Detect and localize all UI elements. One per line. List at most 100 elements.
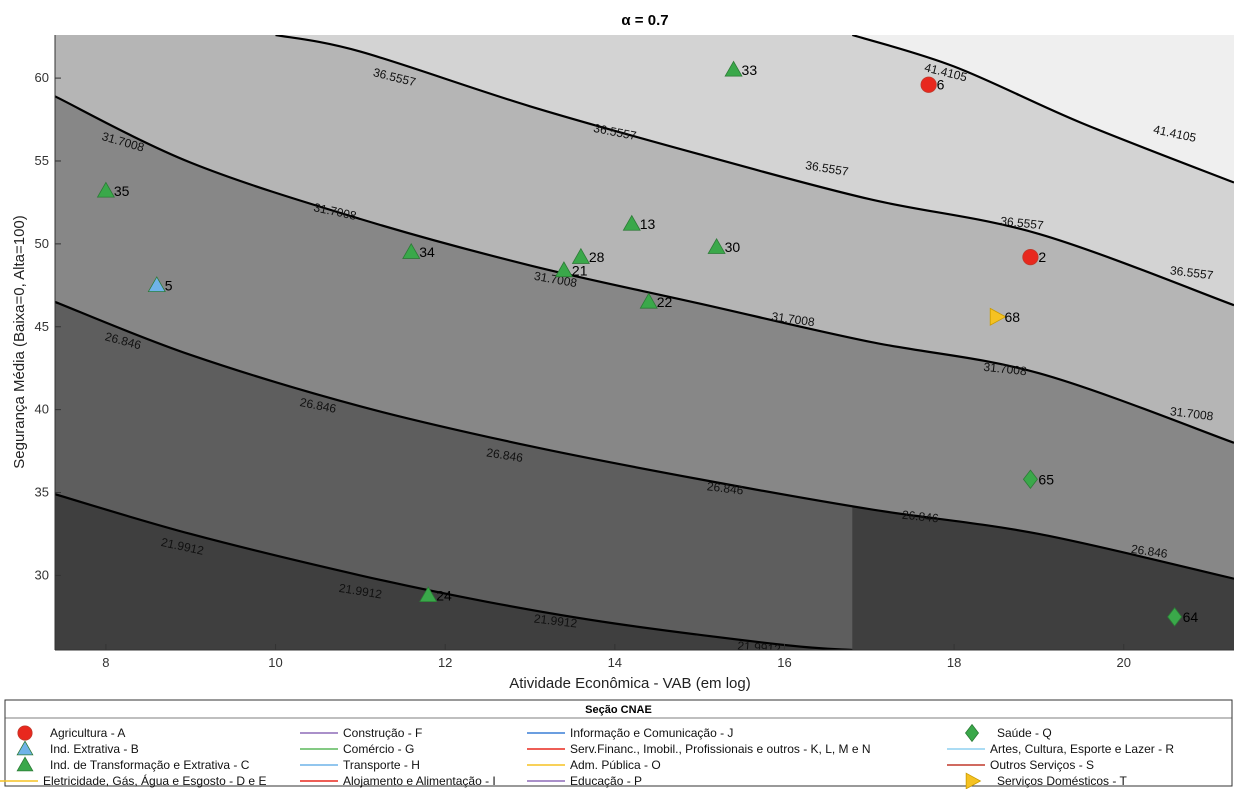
data-point-marker bbox=[1022, 469, 1038, 490]
contour-label: 31.7008 bbox=[771, 309, 816, 329]
contour-label: 36.5557 bbox=[804, 158, 849, 179]
y-tick-label: 50 bbox=[35, 236, 49, 251]
x-tick-label: 10 bbox=[268, 655, 282, 670]
y-tick-label: 45 bbox=[35, 319, 49, 334]
data-point-label: 68 bbox=[1005, 309, 1021, 325]
x-tick-label: 14 bbox=[608, 655, 622, 670]
data-point-label: 64 bbox=[1183, 609, 1199, 625]
legend-label: Artes, Cultura, Esporte e Lazer - R bbox=[990, 742, 1174, 756]
legend-label: Construção - F bbox=[343, 726, 422, 740]
contour-label: 36.5557 bbox=[1000, 214, 1045, 232]
legend-label: Transporte - H bbox=[343, 758, 420, 772]
contour-line bbox=[55, 95, 1234, 444]
legend-title: Seção CNAE bbox=[585, 704, 652, 716]
contour-label: 31.7008 bbox=[983, 360, 1028, 378]
y-tick-label: 30 bbox=[35, 567, 49, 582]
legend-label: Informação e Comunicação - J bbox=[570, 726, 733, 740]
data-point-marker bbox=[1022, 249, 1039, 266]
axes: 8 10 12 14 16 18 20 30 35 40 45 50 55 60 bbox=[35, 35, 1234, 670]
data-point-marker bbox=[554, 261, 574, 278]
legend-label: Serv.Financ., Imobil., Profissionais e o… bbox=[570, 742, 871, 756]
chart-title: α = 0.7 bbox=[621, 12, 668, 29]
y-tick-label: 35 bbox=[35, 485, 49, 500]
legend-entries: Agricultura - A Ind. Extrativa - B Ind. de… bbox=[0, 723, 1174, 789]
legend-label: Alojamento e Alimentação - I bbox=[343, 774, 496, 788]
legend-entry: Transporte - H bbox=[300, 758, 420, 772]
data-point-marker bbox=[147, 276, 166, 293]
y-tick-label: 40 bbox=[35, 402, 49, 417]
data-point-marker bbox=[419, 586, 438, 602]
legend-label: Outros Serviços - S bbox=[990, 758, 1094, 772]
contour-label: 26.846 bbox=[485, 445, 524, 465]
legend-label: Comércio - G bbox=[343, 742, 414, 756]
x-tick-label: 8 bbox=[102, 655, 109, 670]
legend-label: Eletricidade, Gás, Água e Esgosto - D e … bbox=[43, 773, 266, 788]
data-point-label: 30 bbox=[725, 239, 741, 255]
data-point-label: 21 bbox=[572, 262, 588, 278]
contour-line bbox=[55, 493, 853, 650]
legend-entry: Saúde - Q bbox=[964, 723, 1052, 743]
legend-box bbox=[4, 699, 1233, 787]
data-point-label: 65 bbox=[1038, 471, 1054, 487]
legend-label: Saúde - Q bbox=[997, 726, 1052, 740]
band-fill bbox=[55, 35, 1234, 306]
legend-entry: Adm. Pública - O bbox=[527, 758, 661, 772]
contour-label: 21.9912 bbox=[338, 581, 383, 602]
x-tick-label: 20 bbox=[1116, 655, 1130, 670]
band-fill bbox=[55, 35, 1234, 183]
legend-entry: Comércio - G bbox=[300, 742, 414, 756]
contour-label: 21.9912 bbox=[533, 611, 578, 630]
legend-marker-symbol bbox=[964, 723, 980, 743]
data-point-marker bbox=[622, 214, 641, 231]
x-tick-label: 12 bbox=[438, 655, 452, 670]
legend-entry: Artes, Cultura, Esporte e Lazer - R bbox=[947, 742, 1174, 756]
legend-entry: Ind. de Transformação e Extrativa - C bbox=[16, 756, 250, 772]
legend-entry: Serviços Domésticos - T bbox=[965, 772, 1127, 789]
contour-line bbox=[55, 300, 1234, 580]
legend-entry: Ind. Extrativa - B bbox=[16, 740, 139, 756]
data-point-marker bbox=[571, 247, 590, 264]
legend-marker-symbol bbox=[16, 740, 34, 756]
contour-label: 26.846 bbox=[299, 395, 338, 416]
legend-marker-symbol bbox=[17, 725, 33, 741]
legend-entry: Construção - F bbox=[300, 726, 422, 740]
data-point-label: 28 bbox=[589, 249, 605, 265]
legend-label: Ind. de Transformação e Extrativa - C bbox=[50, 758, 250, 772]
data-point-marker bbox=[989, 307, 1007, 326]
data-point-label: 5 bbox=[165, 277, 173, 293]
data-point-label: 35 bbox=[114, 183, 130, 199]
x-axis-title: Atividade Econômica - VAB (em log) bbox=[509, 675, 751, 692]
legend-entry: Agricultura - A bbox=[17, 725, 125, 741]
legend-entry: Alojamento e Alimentação - I bbox=[300, 774, 496, 788]
contour-label: 21.9912 bbox=[737, 639, 782, 657]
contour-label: 26.846 bbox=[706, 479, 744, 497]
data-point-marker bbox=[96, 181, 115, 198]
x-tick-label: 16 bbox=[777, 655, 791, 670]
contour-line bbox=[851, 35, 1234, 184]
legend-marker-symbol bbox=[16, 756, 34, 772]
data-point-marker bbox=[1167, 607, 1183, 627]
data-point-label: 34 bbox=[419, 244, 435, 260]
legend-marker-symbol bbox=[965, 772, 982, 789]
data-point-label: 33 bbox=[742, 62, 758, 78]
legend-entry: Outros Serviços - S bbox=[947, 758, 1094, 772]
contour-line bbox=[275, 35, 1234, 307]
data-point-marker bbox=[707, 237, 726, 254]
data-point-marker bbox=[920, 76, 937, 93]
legend-label: Agricultura - A bbox=[50, 726, 125, 740]
legend-entry: Educação - P bbox=[527, 774, 642, 788]
data-point-label: 22 bbox=[657, 294, 673, 310]
legend-entry: Eletricidade, Gás, Água e Esgosto - D e … bbox=[0, 773, 266, 788]
legend-label: Educação - P bbox=[570, 774, 642, 788]
legend-label: Adm. Pública - O bbox=[570, 758, 661, 772]
data-point-marker bbox=[402, 242, 421, 259]
data-point-marker bbox=[639, 292, 658, 309]
contour-label: 36.5557 bbox=[1169, 263, 1214, 282]
plot-area: 21.991221.991221.991221.991226.84626.846… bbox=[55, 35, 1234, 657]
y-axis-title: Segurança Média (Baixa=0, Alta=100) bbox=[11, 215, 28, 469]
legend-entry: Serv.Financ., Imobil., Profissionais e o… bbox=[527, 742, 871, 756]
y-tick-label: 60 bbox=[35, 70, 49, 85]
legend: Seção CNAE Agricultura - A Ind. Extrativa… bbox=[0, 699, 1233, 789]
legend-label: Ind. Extrativa - B bbox=[50, 742, 139, 756]
